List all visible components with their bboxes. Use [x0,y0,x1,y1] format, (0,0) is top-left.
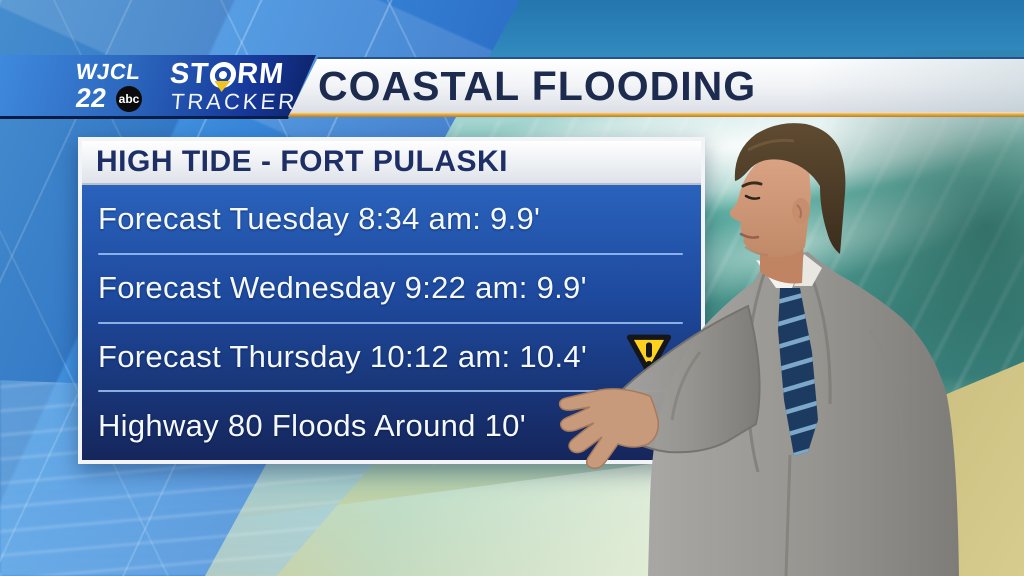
station-call-letters: WJCL [74,59,143,84]
tracker-wordmark: TRACKER [169,89,299,114]
tide-row-thursday: Forecast Thursday 10:12 am: 10.4' [82,323,701,392]
storm-text-right: RM [235,58,286,90]
storm-text-left: ST [168,58,211,90]
tide-forecast-panel: HIGH TIDE - FORT PULASKI Forecast Tuesda… [78,137,705,464]
tide-panel-body: Forecast Tuesday 8:34 am: 9.9' Forecast … [82,185,701,460]
network-abc-logo: abc [116,86,142,112]
headline-title: COASTAL FLOODING [318,63,757,109]
tide-panel-title: HIGH TIDE - FORT PULASKI [96,145,508,178]
tide-row-tuesday: Forecast Tuesday 8:34 am: 9.9' [82,185,701,255]
storm-tracker-wordmark: ST RM [168,58,286,92]
headline-banner: COASTAL FLOODING [288,57,1024,117]
tide-row-thursday-text: Forecast Thursday 10:12 am: 10.4' [98,338,588,374]
station-logo-bar: WJCL 22 abc ST RM TRACKER [0,55,316,119]
tide-panel-header: HIGH TIDE - FORT PULASKI [82,141,701,185]
tide-row-highway80: Highway 80 Floods Around 10' [98,407,526,443]
tide-row-wednesday: Forecast Wednesday 9:22 am: 9.9' [82,254,701,324]
channel-number: 22 [73,83,109,113]
radar-dot [218,70,228,79]
warning-triangle-icon [625,333,673,377]
radar-target-icon [208,61,238,92]
banner-gold-underline [288,112,1024,117]
banner-sheen [288,59,1024,117]
